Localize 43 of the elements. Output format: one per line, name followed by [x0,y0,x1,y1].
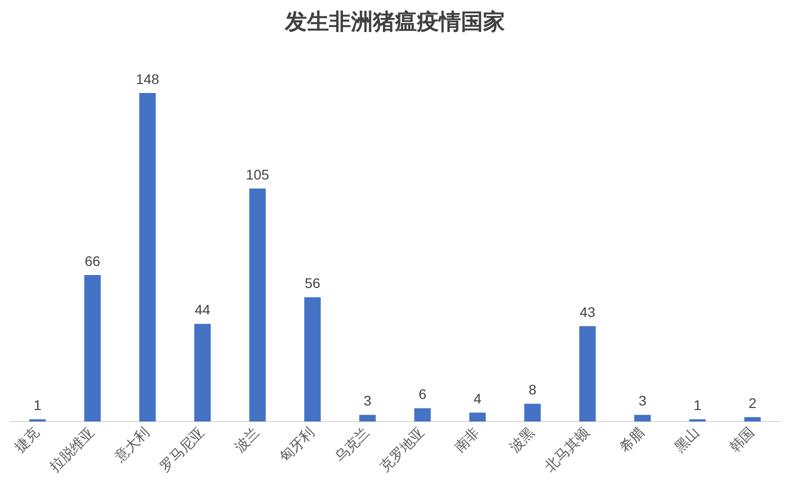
x-tick-label: 北马其顿 [542,424,593,476]
data-label: 3 [638,392,647,409]
bar [469,412,486,422]
x-tick-label: 意大利 [111,424,153,466]
data-label: 148 [136,70,160,87]
data-label: 3 [364,392,372,409]
x-tick-label: 韩国 [726,424,758,456]
x-tick-label: 乌克兰 [332,424,373,466]
x-tick-label: 南非 [452,424,483,456]
x-tick-label: 拉脱维亚 [46,424,98,476]
data-label: 1 [694,397,702,414]
data-label: 44 [194,302,210,318]
data-label: 105 [246,166,270,182]
x-tick-label: 黑山 [672,424,703,456]
chart-title: 发生非洲猪瘟疫情国家 [284,8,505,35]
x-tick-label: 希腊 [616,424,648,456]
x-tick-label: 波黑 [506,424,538,456]
x-tick-label: 匈牙利 [276,424,318,466]
bar [359,414,376,422]
bar [249,188,266,422]
x-tick-label: 罗马尼亚 [156,424,208,476]
data-label: 56 [304,275,320,292]
bar [689,419,706,422]
x-tick-label: 波兰 [232,424,263,456]
x-tick-label: 克罗地亚 [376,424,428,476]
data-label: 66 [84,252,100,269]
data-label: 43 [580,304,596,320]
bar [194,324,211,422]
x-tick-label: 捷克 [12,424,43,456]
bar [634,414,651,422]
bar [744,417,761,422]
bar [579,326,596,422]
bar [524,404,541,422]
data-label: 2 [748,394,757,411]
bar [139,93,156,422]
bar [304,297,321,422]
bar [414,408,431,422]
data-label: 8 [528,382,537,398]
data-label: 1 [34,397,42,414]
data-label: 4 [474,390,482,407]
data-label: 6 [418,386,427,402]
bar [29,419,46,422]
bar [84,275,101,422]
